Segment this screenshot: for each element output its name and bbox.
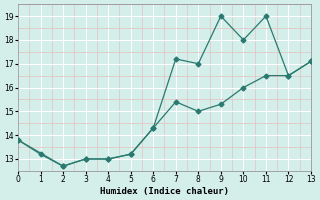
X-axis label: Humidex (Indice chaleur): Humidex (Indice chaleur) — [100, 187, 229, 196]
